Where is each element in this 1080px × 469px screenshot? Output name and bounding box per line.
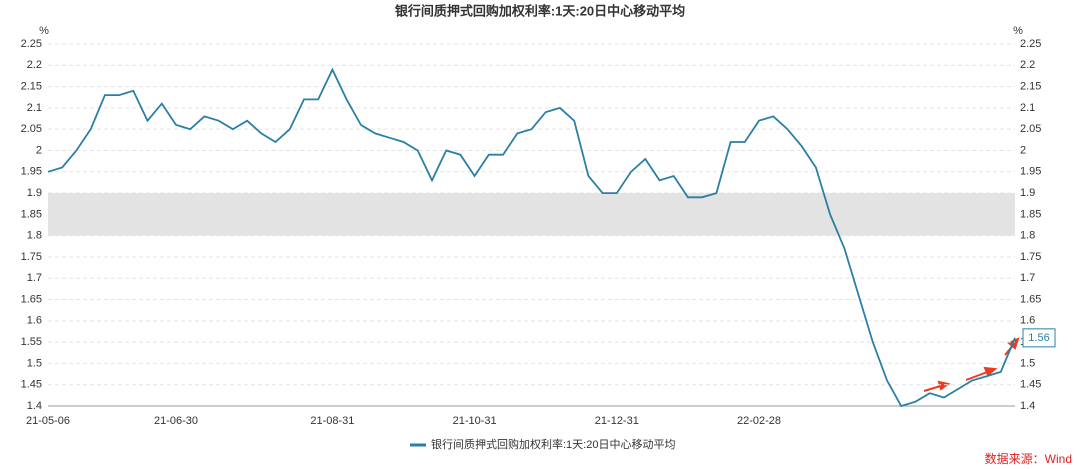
y2-tick-label: 1.45: [1020, 379, 1041, 391]
y-tick-label: 1.85: [21, 208, 42, 220]
x-tick-label: 22-02-28: [737, 415, 781, 427]
y-tick-label: 1.5: [27, 357, 42, 369]
legend-label: 银行间质押式回购加权利率:1天:20日中心移动平均: [431, 437, 675, 451]
y2-tick-label: 2: [1020, 144, 1026, 156]
y-tick-label: 2: [36, 144, 42, 156]
y2-tick-label: 2.05: [1020, 123, 1041, 135]
x-tick-label: 21-12-31: [595, 415, 639, 427]
y2-tick-label: 1.9: [1020, 187, 1035, 199]
y-tick-label: 1.7: [27, 272, 42, 284]
chart-title: 银行间质押式回购加权利率:1天:20日中心移动平均: [395, 3, 685, 18]
y-tick-label: 2.05: [21, 123, 42, 135]
y-tick-label: 1.9: [27, 187, 42, 199]
x-tick-label: 21-08-31: [310, 415, 354, 427]
y-tick-label: 1.8: [27, 230, 42, 242]
source: 数据来源：Wind: [985, 451, 1072, 466]
arrows: [923, 337, 1020, 392]
y-tick-label: 1.4: [27, 400, 42, 412]
y2-unit: %: [1013, 25, 1023, 37]
y2-tick-label: 1.7: [1020, 272, 1035, 284]
y2-tick-label: 2.15: [1020, 80, 1041, 92]
y-tick-label: 2.15: [21, 80, 42, 92]
y2-tick-label: 2.25: [1020, 38, 1041, 50]
y2-tick-label: 1.5: [1020, 357, 1035, 369]
y2-tick-label: 1.6: [1020, 315, 1035, 327]
y2-tick-label: 1.65: [1020, 293, 1041, 305]
y-tick-label: 1.6: [27, 315, 42, 327]
value-label-box: [1022, 328, 1056, 348]
y2-tick-label: 1.8: [1020, 230, 1035, 242]
y-tick-label: 1.75: [21, 251, 42, 263]
y2-tick-label: 1.95: [1020, 166, 1041, 178]
y2-tick-label: 2.1: [1020, 102, 1035, 114]
y2-tick-label: 1.75: [1020, 251, 1041, 263]
y-tick-label: 2.2: [27, 59, 42, 71]
x-tick-label: 21-06-30: [154, 415, 198, 427]
y-tick-label: 1.95: [21, 166, 42, 178]
y2-tick-label: 1.85: [1020, 208, 1041, 220]
y-tick-label: 1.65: [21, 293, 42, 305]
x-tick-label: 21-10-31: [453, 415, 497, 427]
series-line: [47, 67, 1016, 408]
y2-tick-label: 1.4: [1020, 400, 1035, 412]
x-tick-label: 21-05-06: [26, 415, 70, 427]
y-tick-label: 1.55: [21, 336, 42, 348]
y-tick-label: 2.25: [21, 38, 42, 50]
y2-tick-label: 2.2: [1020, 59, 1035, 71]
value-label: 1.56: [1028, 332, 1049, 344]
y-tick-label: 1.45: [21, 379, 42, 391]
y-tick-label: 2.1: [27, 102, 42, 114]
y-unit: %: [39, 25, 49, 37]
